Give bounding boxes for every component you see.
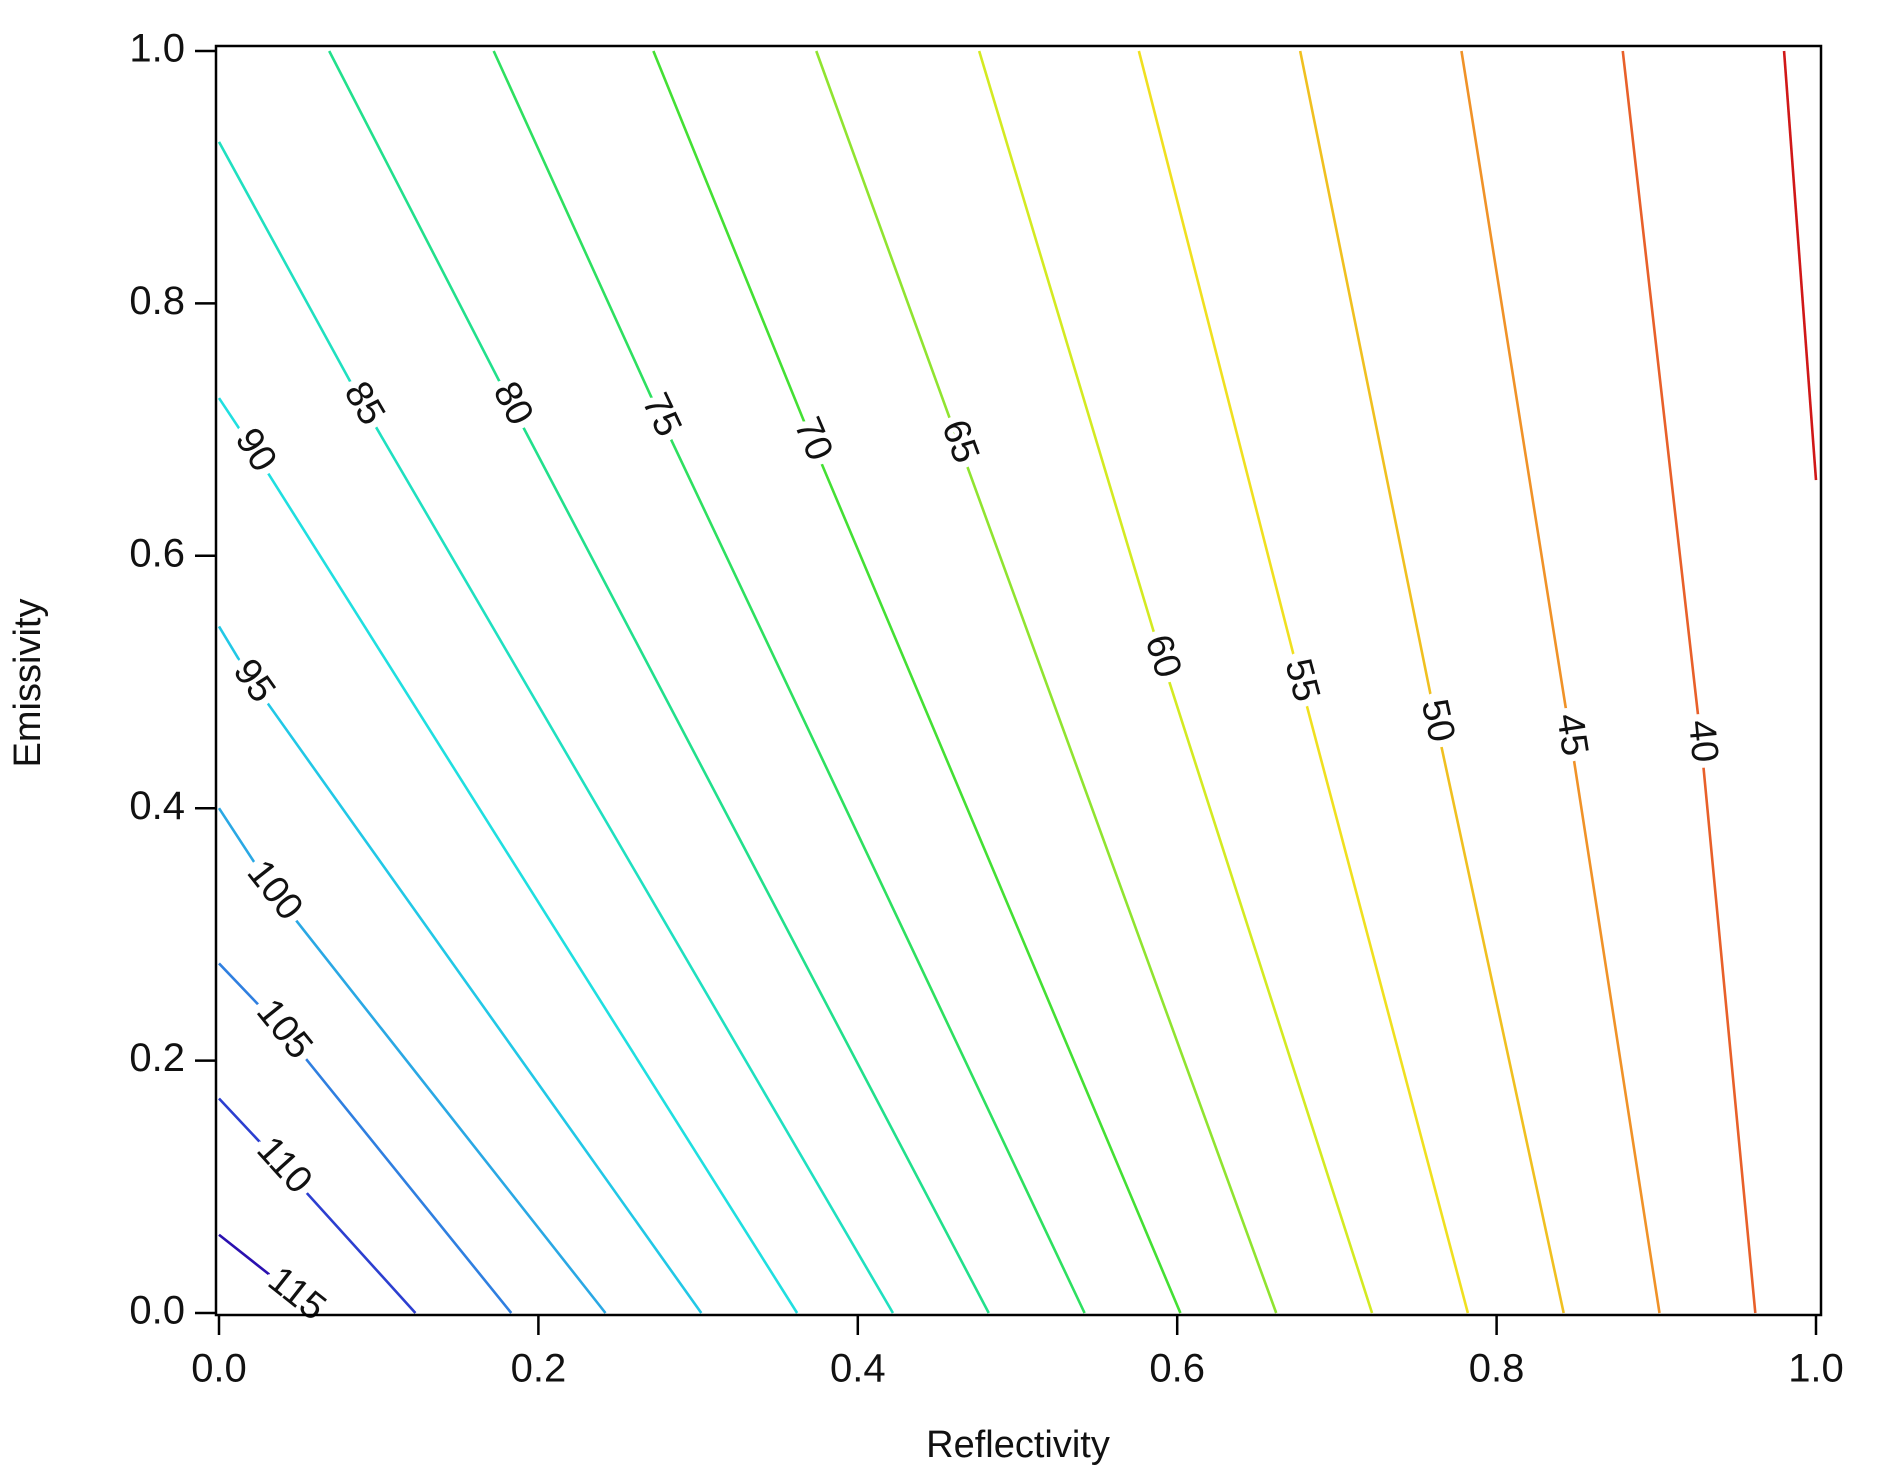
x-tick-label: 0.6 — [1149, 1347, 1205, 1391]
plot-frame — [214, 44, 1823, 1317]
contour-label: 70 — [786, 411, 841, 466]
contour-label: 75 — [634, 387, 690, 443]
x-tick-label: 1.0 — [1788, 1347, 1844, 1391]
x-tick-label: 0.0 — [191, 1347, 247, 1391]
contour-label: 55 — [1276, 654, 1327, 706]
contour-label: 95 — [225, 651, 284, 710]
x-tick-label: 0.2 — [511, 1347, 567, 1391]
contour-line — [1621, 50, 1757, 1314]
contour-line — [1460, 50, 1661, 1314]
contour-label: 80 — [485, 375, 542, 432]
contour-label: 45 — [1548, 711, 1596, 759]
x-tick-label: 0.8 — [1469, 1347, 1525, 1391]
y-tick-label: 0.8 — [129, 279, 185, 323]
x-tick-label: 0.4 — [830, 1347, 886, 1391]
contour-label: 100 — [239, 852, 311, 928]
x-axis-title: Reflectivity — [926, 1424, 1110, 1466]
contour-label: 115 — [260, 1258, 334, 1329]
y-tick-label: 0.4 — [129, 784, 185, 828]
contour-label: 105 — [248, 991, 321, 1067]
contour-label: 90 — [227, 421, 285, 479]
contour-line — [652, 50, 1182, 1314]
contour-line — [217, 625, 703, 1314]
contour-label: 40 — [1680, 718, 1726, 764]
contour-line — [1137, 50, 1470, 1314]
contour-line — [218, 1233, 319, 1315]
y-tick-label: 0.2 — [129, 1036, 185, 1080]
y-axis-title: Emissivity — [7, 599, 49, 768]
contour-label: 50 — [1413, 696, 1463, 746]
y-tick-label: 1.0 — [129, 27, 185, 71]
contour-line — [217, 807, 607, 1314]
contour-label: 85 — [336, 375, 394, 433]
contour-line — [815, 50, 1278, 1314]
y-tick-label: 0.0 — [129, 1289, 185, 1333]
y-tick-label: 0.6 — [129, 531, 185, 575]
contour-lines — [217, 50, 1818, 1315]
contour-label: 60 — [1137, 630, 1190, 683]
contour-line — [1782, 50, 1818, 481]
contour-line — [218, 962, 513, 1314]
contour-line — [1298, 50, 1565, 1314]
contour-label: 65 — [933, 414, 987, 468]
contour-line — [492, 50, 1086, 1314]
contour-line — [217, 141, 895, 1314]
contour-line — [328, 50, 990, 1314]
contour-line — [218, 1097, 417, 1314]
contour-line — [977, 50, 1374, 1314]
contour-line — [217, 397, 799, 1314]
